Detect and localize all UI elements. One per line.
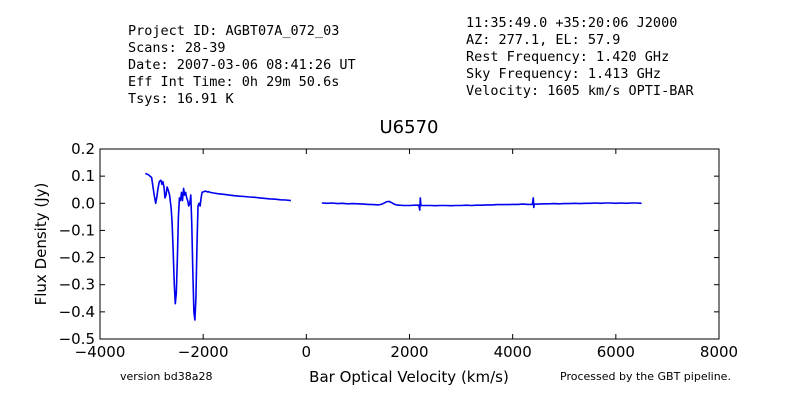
header-right-line: 11:35:49.0 +35:20:06 J2000 — [466, 15, 677, 31]
y-axis-label: Flux Density (Jy) — [32, 183, 50, 306]
x-tick-label: 6000 — [597, 343, 635, 361]
y-tick-label: −0.4 — [59, 303, 95, 321]
header-left-line: Date: 2007-03-06 08:41:26 UT — [128, 57, 356, 73]
series-line-1 — [145, 172, 291, 321]
x-tick-label: −4000 — [75, 343, 126, 361]
x-tick-label: 4000 — [494, 343, 532, 361]
header-left-line: Scans: 28-39 — [128, 40, 226, 56]
y-tick-label: −0.5 — [59, 330, 95, 348]
y-tick-label: 0.0 — [71, 194, 95, 212]
series-layer — [145, 172, 642, 321]
x-tick-label: 8000 — [700, 343, 738, 361]
header-left-line: Eff Int Time: 0h 29m 50.6s — [128, 74, 339, 90]
header-right-line: Sky Frequency: 1.413 GHz — [466, 66, 661, 82]
x-tick-label: 2000 — [390, 343, 428, 361]
y-tick-label: 0.1 — [71, 167, 95, 185]
x-tick-label: −2000 — [178, 343, 229, 361]
y-tick-label: −0.1 — [59, 221, 95, 239]
x-axis-label: Bar Optical Velocity (km/s) — [309, 368, 509, 386]
y-tick-label: −0.2 — [59, 249, 95, 267]
header-right-line: AZ: 277.1, EL: 57.9 — [466, 32, 620, 48]
header-left-line: Tsys: 16.91 K — [128, 91, 235, 107]
pipeline-label: Processed by the GBT pipeline. — [560, 370, 731, 383]
y-tick-label: −0.3 — [59, 276, 95, 294]
y-tick-label: 0.2 — [71, 140, 95, 158]
y-axis-ticks: −0.5 −0.4 −0.3 −0.2 −0.1 0.0 0.1 0.2 — [59, 140, 719, 348]
chart-title: U6570 — [380, 117, 439, 138]
version-label: version bd38a28 — [120, 370, 213, 383]
series-line-2 — [321, 197, 642, 211]
x-axis-ticks: −4000 −2000 0 2000 4000 6000 8000 — [75, 149, 738, 361]
header-left-line: Project ID: AGBT07A_072_03 — [128, 23, 339, 39]
header-right-line: Rest Frequency: 1.420 GHz — [466, 49, 669, 65]
x-tick-label: 0 — [302, 343, 312, 361]
header-right-line: Velocity: 1605 km/s OPTI-BAR — [466, 83, 694, 99]
